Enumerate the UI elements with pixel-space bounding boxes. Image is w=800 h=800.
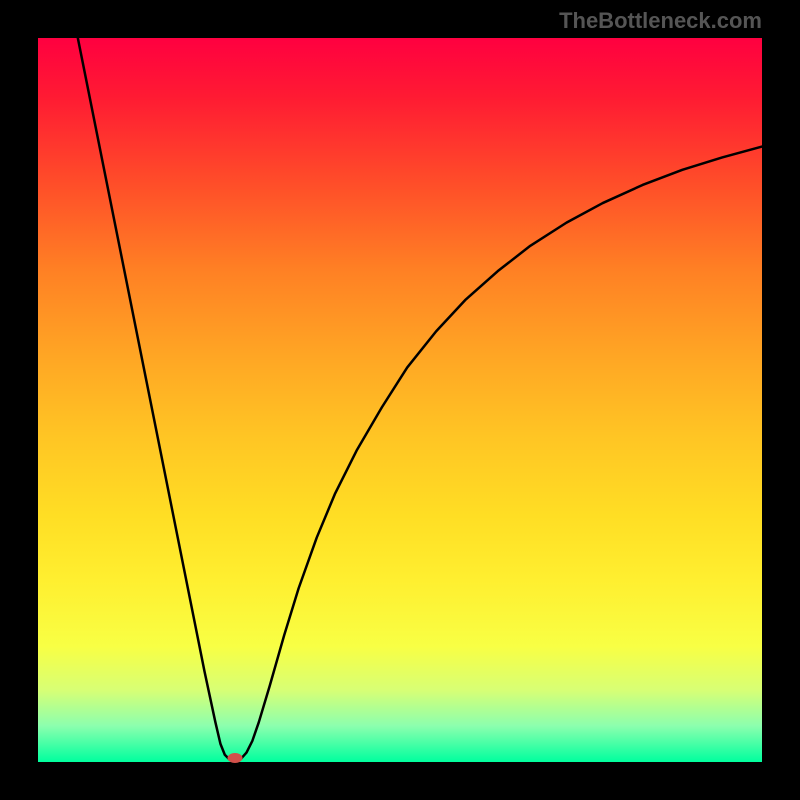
bottleneck-curve	[78, 38, 762, 761]
plot-area	[38, 38, 762, 762]
chart-frame: TheBottleneck.com	[0, 0, 800, 800]
optimum-marker	[227, 753, 242, 763]
curve-layer	[38, 38, 762, 762]
watermark-text: TheBottleneck.com	[559, 8, 762, 34]
